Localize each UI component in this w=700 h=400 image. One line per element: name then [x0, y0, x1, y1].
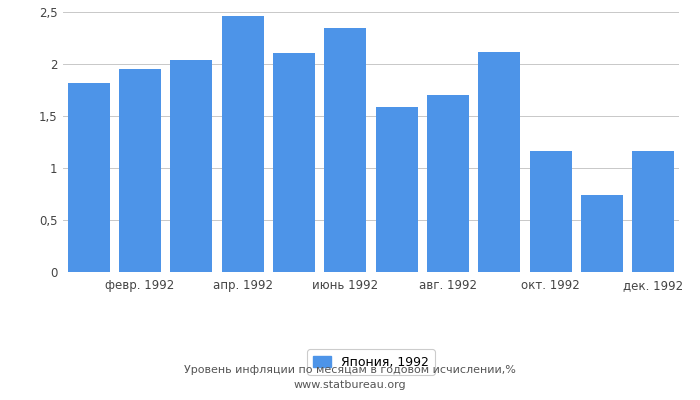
- Bar: [324, 28, 366, 272]
- Text: www.statbureau.org: www.statbureau.org: [294, 380, 406, 390]
- Bar: [427, 95, 469, 272]
- Bar: [222, 16, 264, 272]
- Bar: [68, 83, 110, 272]
- Text: Уровень инфляции по месяцам в годовом исчислении,%: Уровень инфляции по месяцам в годовом ис…: [184, 365, 516, 375]
- Bar: [530, 151, 572, 272]
- Bar: [273, 52, 315, 272]
- Bar: [119, 69, 161, 272]
- Bar: [632, 151, 674, 272]
- Legend: Япония, 1992: Япония, 1992: [307, 350, 435, 375]
- Bar: [581, 195, 623, 272]
- Bar: [376, 107, 418, 272]
- Bar: [170, 60, 212, 272]
- Bar: [478, 52, 520, 272]
